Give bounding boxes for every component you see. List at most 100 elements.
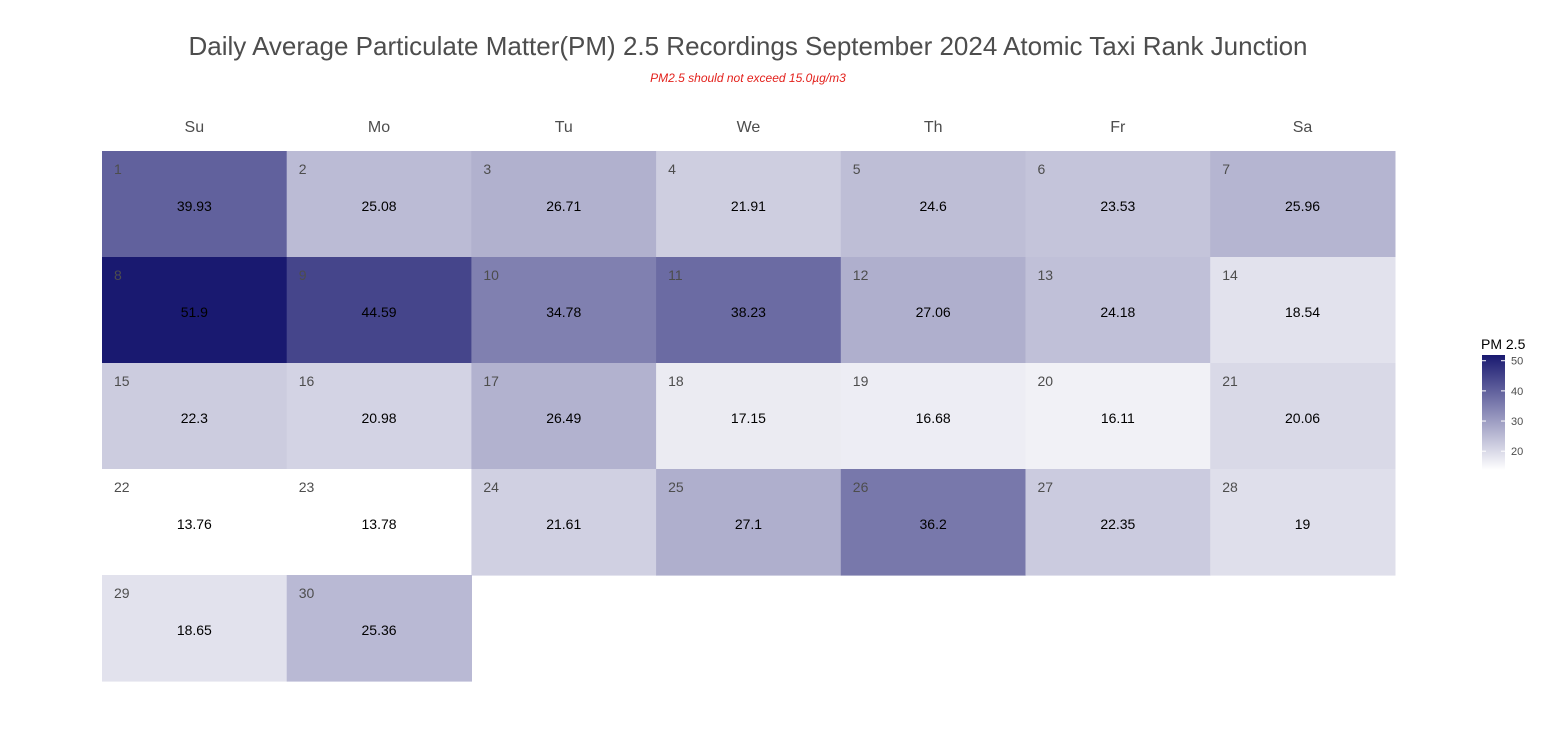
color-legend: PM 2.5 20 30 40 50 (1481, 336, 1526, 470)
calendar-cell: 326.71 (471, 151, 657, 258)
day-number: 20 (1038, 373, 1054, 389)
cell-fill (656, 257, 842, 364)
day-number: 18 (668, 373, 684, 389)
calendar-cell: 23 13.78 (286, 469, 472, 576)
day-number: 28 (1222, 479, 1238, 495)
value-label: 26.49 (546, 410, 581, 426)
value-label: 26.71 (546, 198, 581, 214)
weekday-header: Su Mo Tu We Th Fr Sa (185, 119, 1313, 136)
value-label: 36.2 (920, 516, 947, 532)
calendar-cell: 15 22.3 (102, 363, 288, 470)
calendar-cell: 18 17.15 (656, 363, 842, 470)
weekday-label: Sa (1293, 119, 1313, 136)
value-label: 38.23 (731, 304, 766, 320)
cell-fill (656, 469, 842, 576)
cell-fill (840, 469, 1027, 576)
calendar-cell: 10 34.78 (471, 257, 657, 364)
legend-tick-label: 40 (1511, 386, 1523, 398)
cell-fill (286, 575, 472, 682)
weekday-label: Th (924, 119, 943, 136)
value-label: 18.54 (1285, 304, 1320, 320)
calendar-cell: 30 25.36 (286, 575, 472, 682)
day-number: 29 (114, 585, 130, 601)
day-number: 21 (1222, 373, 1238, 389)
cell-fill (840, 363, 1027, 470)
calendar-cell: 17 26.49 (471, 363, 657, 470)
value-label: 27.1 (735, 516, 762, 532)
day-number: 23 (299, 479, 315, 495)
value-label: 39.93 (177, 198, 212, 214)
day-number: 12 (853, 267, 869, 283)
value-label: 22.3 (181, 410, 208, 426)
cell-fill (471, 363, 657, 470)
cell-fill (471, 469, 657, 576)
day-number: 14 (1222, 267, 1238, 283)
calendar-cell: 725.96 (1210, 151, 1396, 258)
day-number: 9 (299, 267, 307, 283)
value-label: 25.08 (362, 198, 397, 214)
cell-fill (840, 151, 1027, 258)
value-label: 19 (1295, 516, 1311, 532)
weekday-label: Fr (1110, 119, 1126, 136)
day-number: 11 (668, 267, 683, 283)
calendar-cell: 21 20.06 (1210, 363, 1396, 470)
cell-fill (1210, 257, 1396, 364)
day-number: 25 (668, 479, 684, 495)
value-label: 22.35 (1100, 516, 1135, 532)
value-label: 21.61 (546, 516, 581, 532)
cell-fill (102, 575, 288, 682)
calendar-cell: 28 19 (1210, 469, 1396, 576)
value-label: 21.91 (731, 198, 766, 214)
calendar-cell: 12 27.06 (840, 257, 1027, 364)
day-number: 10 (483, 267, 499, 283)
day-number: 22 (114, 479, 130, 495)
cell-fill (1025, 151, 1211, 258)
day-number: 13 (1038, 267, 1054, 283)
value-label: 44.59 (362, 304, 397, 320)
value-label: 13.78 (362, 516, 397, 532)
legend-tick-label: 30 (1511, 416, 1523, 428)
value-label: 34.78 (546, 304, 581, 320)
cell-fill (1210, 151, 1396, 258)
legend-title: PM 2.5 (1481, 336, 1526, 352)
calendar-cell: 20 16.11 (1025, 363, 1211, 470)
weekday-label: Su (185, 119, 205, 136)
value-label: 23.53 (1100, 198, 1135, 214)
day-number: 1 (114, 161, 122, 177)
cell-fill (102, 151, 288, 258)
calendar-cell: 851.9 (102, 257, 288, 364)
day-number: 7 (1222, 161, 1230, 177)
value-label: 24.6 (920, 198, 947, 214)
day-number: 5 (853, 161, 861, 177)
value-label: 20.98 (362, 410, 397, 426)
day-number: 15 (114, 373, 130, 389)
cell-fill (286, 469, 472, 576)
calendar-cell: 139.93 (102, 151, 288, 258)
value-label: 51.9 (181, 304, 208, 320)
cell-fill (471, 257, 657, 364)
cell-fill (102, 363, 288, 470)
day-number: 6 (1038, 161, 1046, 177)
day-number: 30 (299, 585, 315, 601)
legend-tick-label: 20 (1511, 446, 1523, 458)
day-number: 24 (483, 479, 499, 495)
calendar-cell: 524.6 (840, 151, 1027, 258)
calendar-cell: 27 22.35 (1025, 469, 1211, 576)
calendar-cell: 13 24.18 (1025, 257, 1211, 364)
calendar-cell: 14 18.54 (1210, 257, 1396, 364)
calendar-cell: 19 16.68 (840, 363, 1027, 470)
value-label: 16.11 (1101, 410, 1135, 426)
cell-fill (286, 151, 472, 258)
value-label: 25.96 (1285, 198, 1320, 214)
cell-fill (840, 257, 1027, 364)
cell-fill (102, 469, 288, 576)
cell-fill (102, 257, 288, 364)
cell-fill (656, 151, 842, 258)
calendar-cell: 25 27.1 (656, 469, 842, 576)
weekday-label: Mo (368, 119, 390, 136)
value-label: 13.76 (177, 516, 212, 532)
day-number: 2 (299, 161, 307, 177)
chart-title: Daily Average Particulate Matter(PM) 2.5… (188, 31, 1308, 61)
cell-fill (1210, 469, 1396, 576)
cell-fill (1025, 257, 1211, 364)
